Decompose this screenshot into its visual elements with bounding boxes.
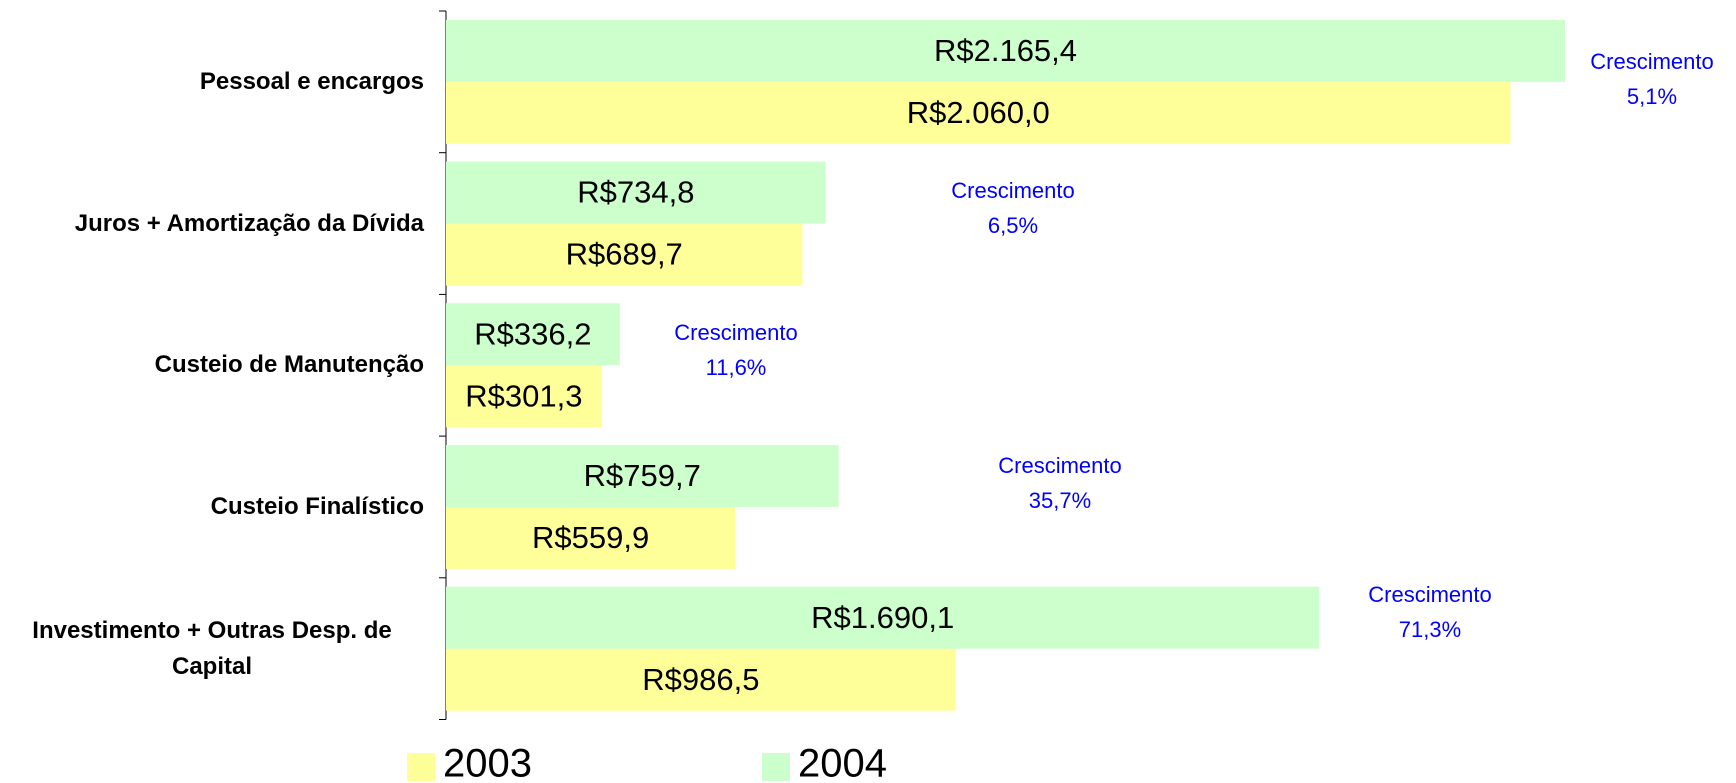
growth-value: 6,5% [988, 213, 1038, 238]
value-label: R$1.690,1 [811, 600, 954, 635]
bar [446, 81, 1511, 144]
value-label: R$689,7 [566, 237, 683, 272]
value-label: R$2.165,4 [934, 33, 1077, 68]
value-label: R$301,3 [465, 378, 582, 413]
growth-title: Crescimento [998, 453, 1121, 478]
category-label: Custeio Finalístico [210, 492, 424, 520]
bar [446, 586, 1320, 649]
legend-label: 2004 [798, 742, 887, 783]
growth-value: 71,3% [1399, 617, 1461, 642]
bar [446, 648, 956, 711]
bar [446, 161, 826, 224]
growth-title: Crescimento [1590, 49, 1713, 74]
category-label: Juros + Amortização da Dívida [74, 209, 424, 237]
bar [446, 444, 839, 507]
value-label: R$986,5 [642, 662, 759, 697]
legend-swatch [762, 753, 790, 781]
legend-label: 2003 [443, 742, 532, 783]
bar [446, 506, 736, 569]
category-label: Custeio de Manutenção [154, 351, 424, 379]
growth-value: 35,7% [1029, 488, 1091, 513]
bar [446, 19, 1565, 82]
growth-title: Crescimento [951, 178, 1074, 203]
growth-value: 11,6% [706, 355, 767, 380]
growth-title: Crescimento [1368, 582, 1491, 607]
value-label: R$559,9 [532, 520, 649, 555]
bar [446, 223, 803, 286]
value-label: R$2.060,0 [907, 95, 1050, 130]
growth-value: 5,1% [1627, 84, 1677, 109]
value-label: R$759,7 [584, 458, 701, 493]
category-label: Investimento + Outras Desp. de Capital [32, 616, 392, 680]
value-label: R$734,8 [577, 175, 694, 210]
category-label: Pessoal e encargos [199, 67, 424, 95]
value-label: R$336,2 [474, 316, 591, 351]
bar [446, 303, 620, 366]
legend-swatch [407, 753, 435, 781]
bar [446, 365, 602, 428]
growth-title: Crescimento [674, 320, 797, 345]
